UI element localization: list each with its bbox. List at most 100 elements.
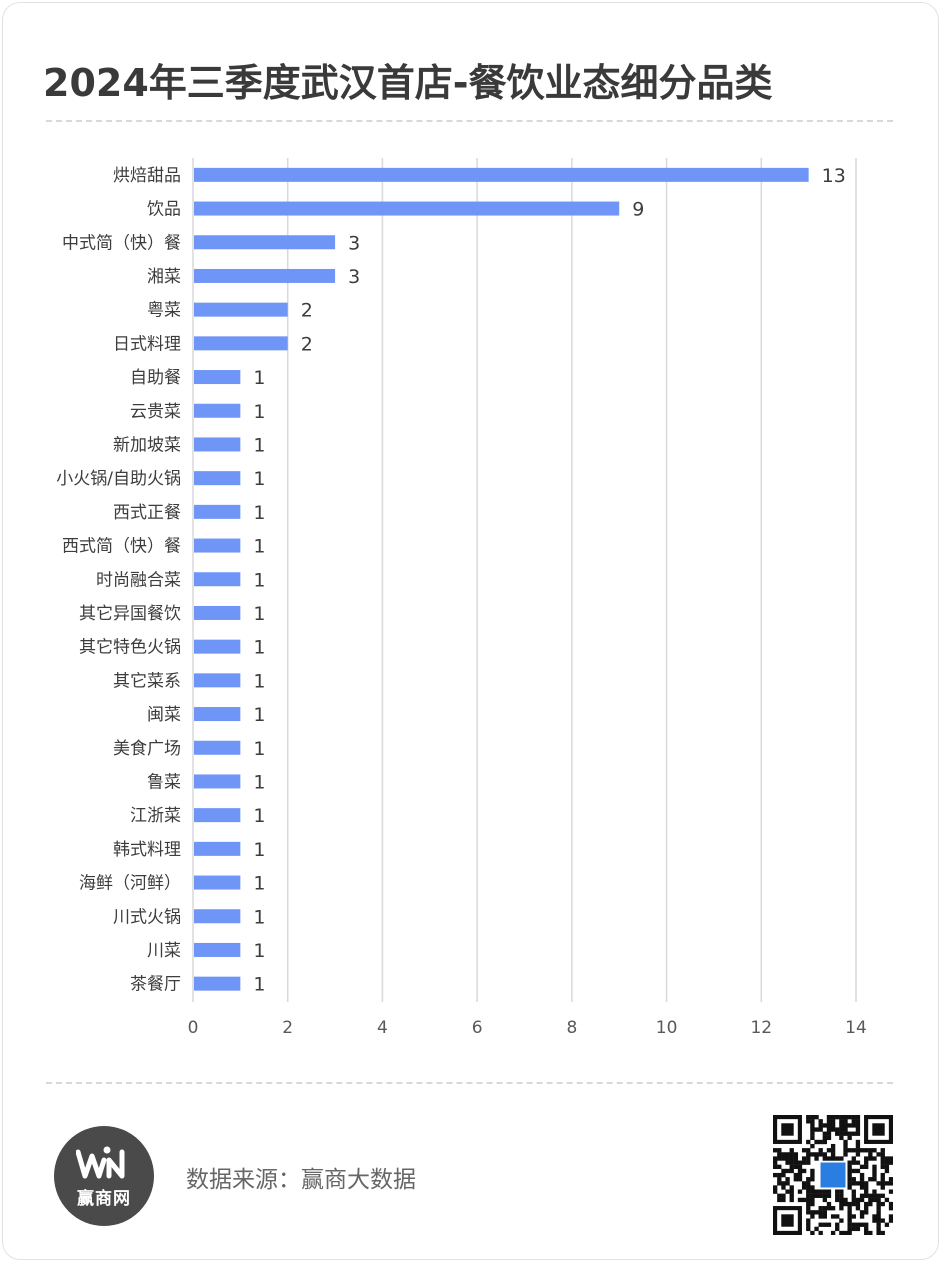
qr-module [801,1156,807,1161]
qr-module [797,1189,803,1194]
qr-module [810,1123,815,1128]
qr-module [851,1197,856,1203]
category-label: 川菜 [147,941,181,961]
qr-module [806,1115,811,1120]
qr-module [826,1148,832,1153]
qr-module [888,1160,893,1165]
qr-module [872,1156,877,1161]
qr-module [789,1164,794,1169]
bar [194,201,620,216]
qr-module [810,1185,815,1190]
qr-module [826,1131,832,1136]
qr-module [839,1131,844,1136]
qr-module [868,1201,873,1207]
qr-module [847,1160,852,1165]
category-label: 新加坡菜 [113,435,181,455]
qr-module [835,1193,840,1198]
bar [194,774,241,789]
qr-module [822,1214,827,1219]
qr-module [868,1152,873,1157]
qr-module [781,1193,786,1198]
qr-module [781,1168,786,1174]
bar [194,403,241,418]
qr-module [864,1222,869,1227]
qr-module [859,1193,865,1198]
qr-module [810,1172,815,1178]
qr-module [806,1148,811,1153]
qr-module [826,1135,832,1141]
qr-module [797,1172,803,1178]
qr-module [826,1201,832,1207]
qr-module [810,1152,815,1157]
qr-module [843,1123,848,1128]
qr-module [839,1123,844,1128]
qr-module [855,1201,861,1207]
qr-finder-core [872,1123,885,1136]
qr-module [888,1218,893,1223]
qr-module [855,1168,861,1174]
qr-module [781,1152,786,1157]
category-label: 川式火锅 [113,907,181,927]
qr-module [822,1131,827,1136]
qr-module [864,1206,869,1211]
qr-module [810,1197,815,1203]
qr-module [806,1185,811,1190]
x-tick-label: 2 [282,1018,293,1038]
qr-module [872,1168,877,1174]
bar [194,572,241,587]
qr-module [876,1201,881,1207]
qr-module [851,1193,856,1198]
qr-module [777,1156,782,1161]
data-label: 1 [253,738,265,760]
qr-module [810,1119,815,1124]
data-source: 数据来源：赢商大数据 [186,1167,416,1193]
qr-module [880,1218,885,1223]
qr-module [806,1210,811,1215]
qr-module [851,1156,856,1161]
qr-module [830,1156,836,1161]
qr-module [793,1164,799,1169]
qr-module [806,1181,811,1186]
qr-module [785,1189,790,1194]
qr-module [839,1197,844,1203]
qr-module [888,1181,893,1186]
qr-module [777,1152,782,1157]
bar [194,268,336,283]
qr-code-icon[interactable] [773,1115,893,1235]
qr-module [822,1156,827,1161]
category-label: 海鲜（河鲜） [79,874,181,894]
qr-module [781,1185,786,1190]
qr-module [855,1123,861,1128]
qr-module [847,1115,852,1120]
qr-module [872,1148,877,1153]
qr-module [864,1201,869,1207]
qr-module [855,1206,861,1211]
qr-module [818,1193,823,1198]
qr-module [826,1127,832,1132]
qr-module [880,1185,885,1190]
data-label: 3 [348,266,360,288]
qr-module [847,1226,852,1232]
bar [194,841,241,856]
qr-module [855,1226,861,1232]
category-label: 自助餐 [130,368,181,388]
qr-module [855,1222,861,1227]
qr-module [826,1123,832,1128]
bar [194,875,241,890]
qr-module [777,1197,782,1203]
category-label: 时尚融合菜 [96,570,181,590]
qr-module [818,1210,823,1215]
qr-module [806,1152,811,1157]
category-label: 湘菜 [147,267,181,287]
qr-module [880,1230,885,1235]
qr-module [859,1164,865,1169]
qr-module [773,1148,778,1153]
category-label: 云贵菜 [130,402,181,422]
qr-module [864,1230,869,1235]
qr-module [777,1164,782,1169]
category-label: 烘焙甜品 [113,166,181,186]
qr-module [801,1148,807,1153]
qr-module [839,1206,844,1211]
qr-module [876,1222,881,1227]
qr-module [822,1210,827,1215]
